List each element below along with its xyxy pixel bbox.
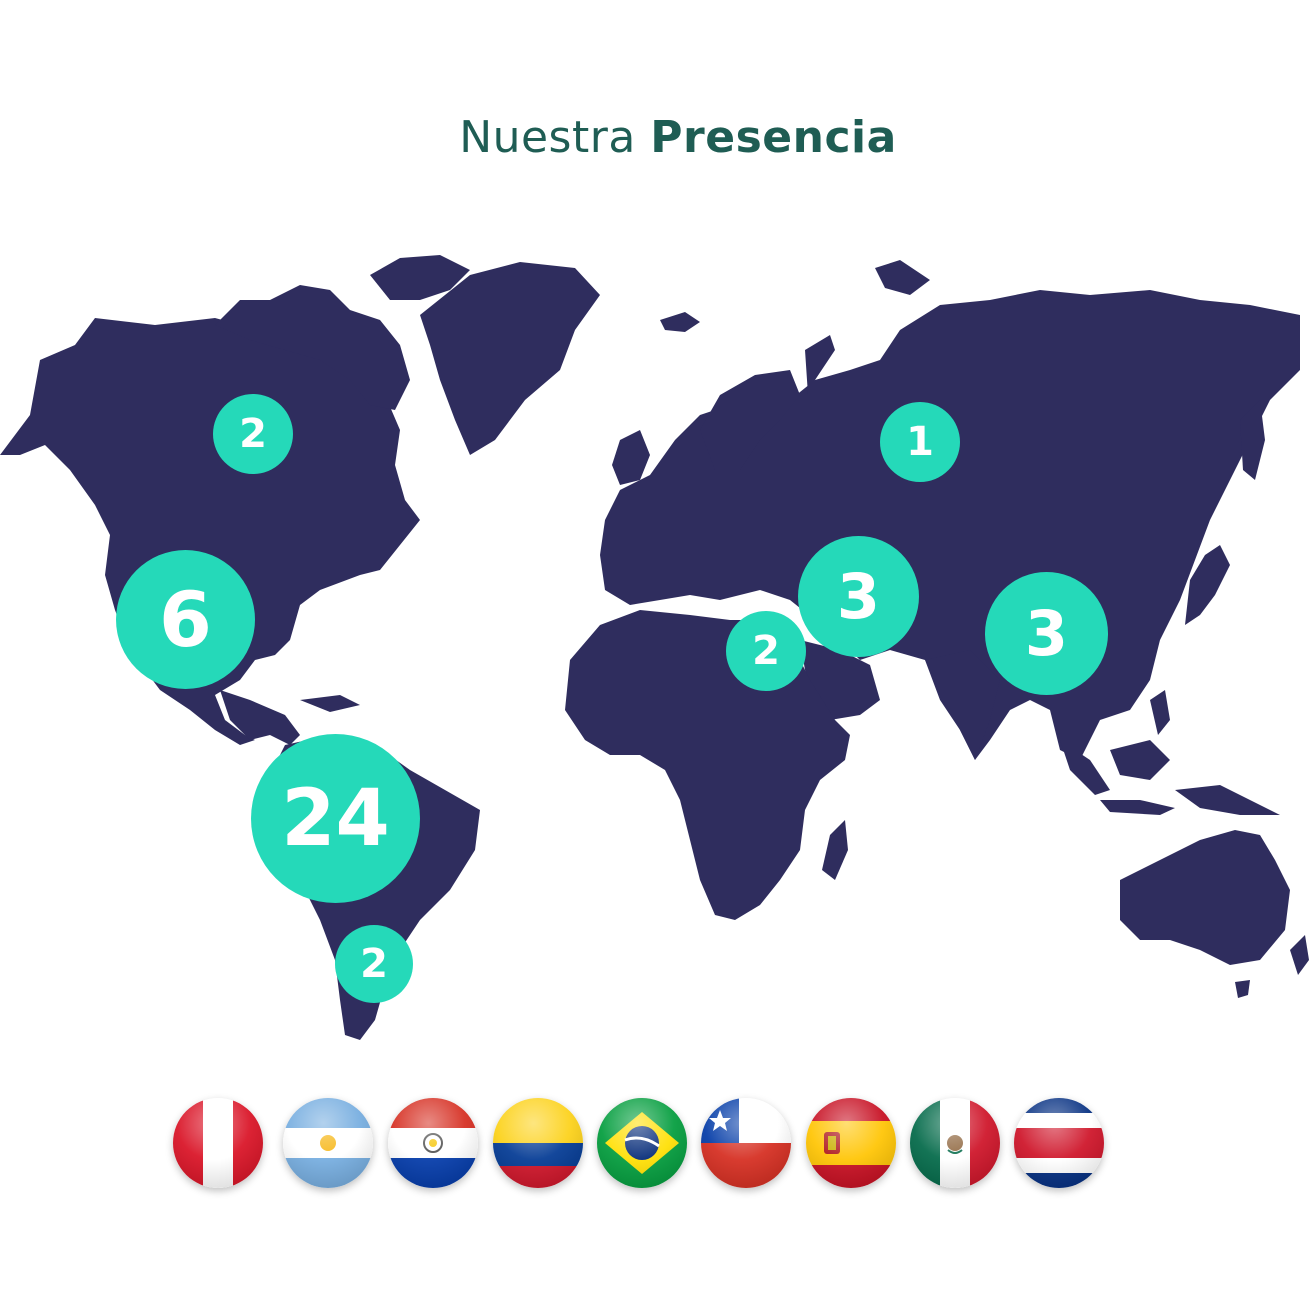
marker-russia-count: 1 xyxy=(906,419,934,465)
title-bold: Presencia xyxy=(650,112,897,163)
arctic-islands-shape xyxy=(215,285,410,410)
marker-usa[interactable]: 6 xyxy=(116,550,255,689)
title-light: Nuestra xyxy=(459,112,636,163)
marker-middle-east[interactable]: 2 xyxy=(726,611,806,691)
flag-colombia-icon xyxy=(493,1098,583,1188)
madagascar-shape xyxy=(822,820,848,880)
marker-southern-cone[interactable]: 2 xyxy=(335,925,413,1003)
greenland-shape xyxy=(420,262,600,455)
uk-shape xyxy=(612,430,650,485)
page-title: Nuestra Presencia xyxy=(0,112,1309,163)
marker-south-america[interactable]: 24 xyxy=(251,734,420,903)
eurasia-shape xyxy=(600,290,1300,760)
marker-usa-count: 6 xyxy=(159,575,212,664)
marker-europe-count: 3 xyxy=(836,560,881,633)
marker-russia[interactable]: 1 xyxy=(880,402,960,482)
flag-argentina-icon xyxy=(283,1098,373,1188)
flag-spain-icon xyxy=(806,1098,896,1188)
scandinavia-shape xyxy=(700,370,800,470)
flag-paraguay-icon xyxy=(388,1098,478,1188)
marker-asia-count: 3 xyxy=(1024,597,1069,670)
marker-europe[interactable]: 3 xyxy=(798,536,919,657)
flag-peru-icon xyxy=(173,1098,263,1188)
australia-shape xyxy=(1120,830,1290,965)
central-america-shape xyxy=(220,690,300,745)
marker-south-america-count: 24 xyxy=(281,773,390,864)
marker-middle-east-count: 2 xyxy=(752,628,780,674)
flag-mexico-icon xyxy=(910,1098,1000,1188)
marker-asia[interactable]: 3 xyxy=(985,572,1108,695)
japan-shape xyxy=(1185,545,1230,625)
country-flags xyxy=(0,1098,1309,1190)
flag-chile-icon xyxy=(701,1098,791,1188)
flag-brazil-icon xyxy=(597,1098,687,1188)
north-america-shape xyxy=(0,318,420,745)
marker-canada[interactable]: 2 xyxy=(213,394,293,474)
flag-costa-rica-icon xyxy=(1014,1098,1104,1188)
marker-southern-cone-count: 2 xyxy=(360,941,388,987)
marker-canada-count: 2 xyxy=(239,411,267,457)
india-shape xyxy=(925,650,1000,760)
